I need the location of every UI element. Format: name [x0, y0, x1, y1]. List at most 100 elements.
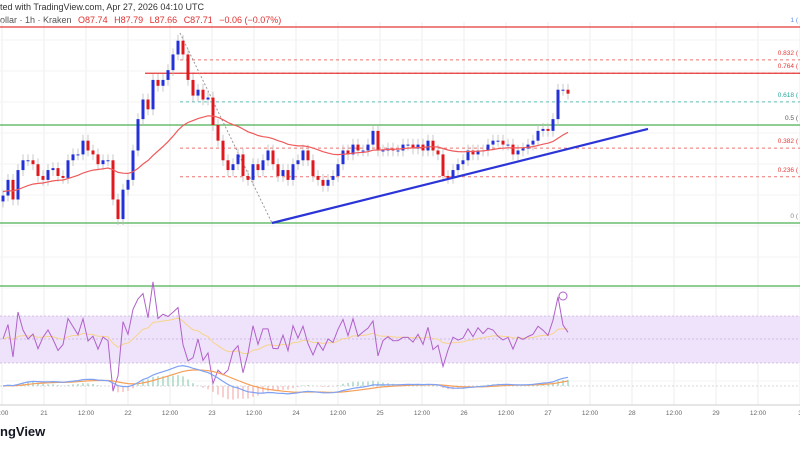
candle-down	[226, 160, 230, 171]
time-tick-label: 2:00	[0, 410, 9, 417]
candle-up	[451, 170, 455, 178]
candle-up	[266, 150, 270, 161]
candle-up	[336, 164, 340, 176]
candle-up	[401, 144, 405, 151]
candle-down	[346, 150, 350, 155]
candle-down	[431, 140, 435, 151]
close-value: C87.71	[183, 15, 213, 25]
candle-down	[201, 89, 205, 100]
fib-label: 0.5 (	[784, 115, 798, 122]
candle-down	[566, 89, 570, 94]
candle-up	[126, 179, 130, 190]
candle-down	[286, 170, 290, 180]
candle-up	[231, 164, 235, 171]
candle-up	[236, 154, 240, 165]
fib-label: 1 (	[790, 17, 798, 24]
candle-down	[271, 150, 275, 165]
candle-up	[351, 144, 355, 155]
candle-down	[116, 199, 120, 220]
candle-up	[326, 179, 330, 186]
symbol-info: ollar · 1h · Kraken	[0, 15, 72, 25]
candle-up	[476, 150, 480, 155]
candle-down	[471, 150, 475, 155]
macd-line	[2, 364, 569, 395]
candle-up	[381, 150, 385, 152]
time-tick-label: 12:00	[329, 410, 347, 417]
candle-down	[186, 54, 190, 80]
candle-up	[196, 89, 200, 96]
candle-down	[31, 160, 35, 165]
fib-label: 0.236 (	[777, 166, 798, 174]
candle-down	[181, 40, 185, 55]
candle-up	[366, 144, 370, 151]
candle-up	[506, 144, 510, 146]
fib-label: 0.832 (	[777, 49, 798, 57]
moving-average-line	[2, 115, 569, 193]
candle-up	[136, 119, 140, 151]
candle-up	[496, 140, 500, 142]
open-value: O87.74	[78, 15, 108, 25]
candle-down	[246, 175, 250, 180]
candle-down	[41, 175, 45, 180]
time-tick-label: 23	[208, 410, 216, 417]
candle-down	[511, 144, 515, 155]
candle-up	[396, 150, 400, 152]
candle-down	[276, 164, 280, 176]
candle-up	[521, 148, 525, 151]
candle-down	[96, 154, 100, 165]
candle-up	[161, 79, 165, 86]
candle-up	[281, 170, 285, 176]
time-tick-label: 28	[628, 410, 636, 417]
fib-retracement-diagonal	[179, 32, 273, 224]
fib-label: 0.764 (	[777, 63, 798, 71]
low-value: L87.66	[149, 15, 178, 25]
candle-up	[291, 164, 295, 180]
time-tick-label: 12:00	[665, 410, 683, 417]
candle-up	[166, 70, 170, 80]
candle-up	[46, 170, 50, 180]
candle-up	[81, 140, 85, 155]
alert-icon	[558, 291, 568, 301]
candle-up	[106, 160, 110, 162]
candle-down	[241, 154, 245, 176]
time-tick-label: 27	[544, 410, 552, 417]
candle-up	[531, 140, 535, 145]
candle-up	[416, 144, 420, 149]
candle-down	[306, 150, 310, 161]
candle-down	[146, 99, 150, 110]
candle-up	[426, 140, 430, 151]
candle-down	[316, 175, 320, 180]
time-tick-label: 12:00	[749, 410, 767, 417]
candle-up	[536, 130, 540, 141]
candle-up	[261, 160, 265, 171]
candle-down	[156, 79, 160, 86]
high-value: H87.79	[114, 15, 144, 25]
candle-up	[371, 130, 375, 145]
candle-down	[436, 150, 440, 155]
time-tick-label: 12:00	[77, 410, 95, 417]
candle-up	[26, 160, 30, 162]
candle-up	[341, 150, 345, 165]
candle-up	[21, 160, 25, 171]
candle-down	[216, 125, 220, 141]
candle-up	[101, 160, 105, 165]
rsi-line	[2, 281, 569, 392]
candle-down	[111, 160, 115, 200]
candle-up	[151, 79, 155, 110]
time-tick-label: 22	[124, 410, 132, 417]
candle-down	[321, 179, 325, 186]
candle-down	[501, 140, 505, 145]
candle-up	[526, 144, 530, 149]
time-tick-label: 12:00	[245, 410, 263, 417]
candle-up	[556, 89, 560, 120]
fib-label: 0.618 (	[777, 91, 798, 99]
candle-down	[36, 164, 40, 176]
tradingview-logo: ngView	[0, 424, 46, 439]
ohlc-values: O87.74 H87.79 L87.66 C87.71 −0.06 (−0.07…	[78, 15, 285, 25]
candle-up	[491, 140, 495, 145]
time-tick-label: 26	[460, 410, 468, 417]
candle-up	[66, 160, 70, 178]
candle-up	[296, 160, 300, 165]
rsi-signal-line	[2, 317, 569, 354]
